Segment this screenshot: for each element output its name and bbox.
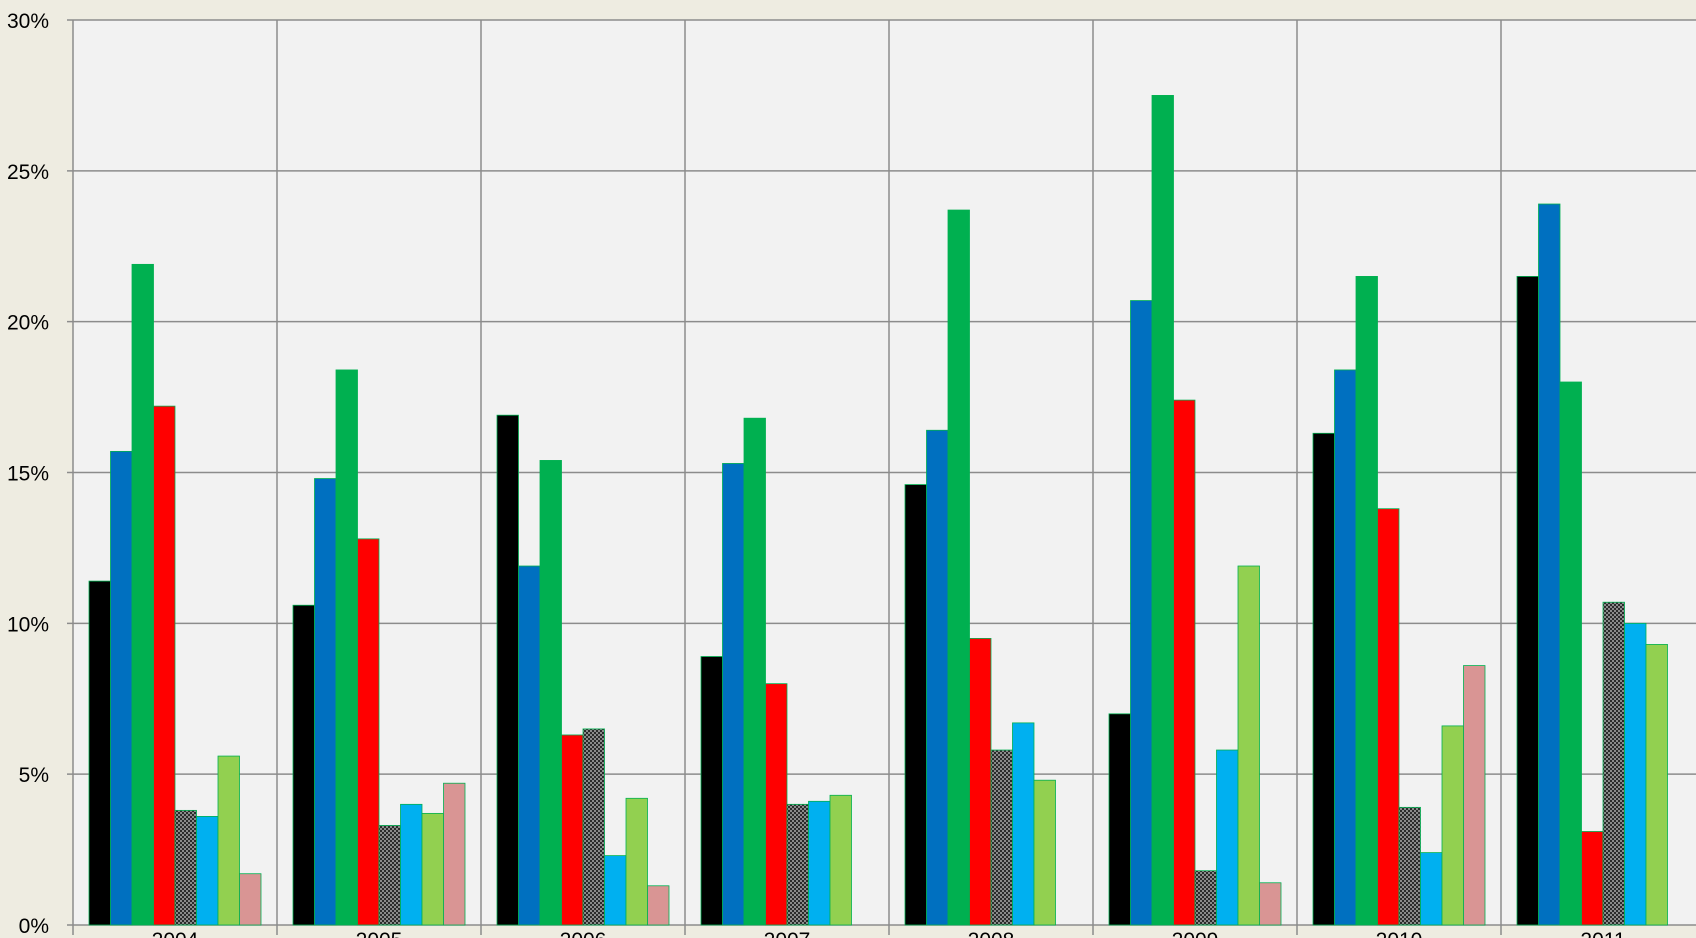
bar [808, 800, 831, 926]
bar [1033, 779, 1056, 926]
bar [561, 734, 584, 926]
bar [604, 855, 627, 926]
bar [1216, 749, 1239, 926]
x-tick-label: 2009 [1172, 929, 1219, 938]
bar [153, 405, 176, 926]
x-tick-label: 2011 [1580, 929, 1625, 938]
bar [314, 478, 337, 926]
bar [357, 538, 380, 926]
bar [1355, 276, 1378, 926]
x-tick-label: 2004 [152, 929, 199, 938]
bar [765, 683, 788, 926]
bar [1108, 713, 1131, 926]
bar [292, 604, 315, 926]
bar [217, 755, 240, 926]
bar [969, 638, 992, 926]
bar [239, 873, 262, 926]
bar [1559, 381, 1582, 926]
x-tick-label: 2005 [356, 929, 403, 938]
bar [1130, 300, 1153, 926]
bar [335, 369, 358, 926]
bar [1516, 276, 1539, 926]
bar [378, 825, 401, 926]
y-tick-label: 30% [7, 10, 49, 33]
bar [700, 656, 723, 926]
bar [1463, 665, 1486, 926]
bar [131, 263, 154, 926]
bars [88, 95, 1668, 926]
y-tick-label: 15% [7, 463, 49, 486]
bar [722, 463, 745, 926]
bar [647, 885, 670, 926]
bar [1581, 831, 1604, 926]
bar [1259, 882, 1282, 926]
bar [743, 417, 766, 926]
bar [518, 565, 541, 926]
bar [1151, 95, 1174, 926]
x-tick-label: 2010 [1376, 929, 1423, 938]
bar [625, 797, 648, 926]
bar [1012, 722, 1035, 926]
bar [1194, 870, 1217, 926]
y-tick-label: 20% [7, 312, 49, 335]
bar [1624, 622, 1647, 926]
bar [88, 580, 111, 926]
bar [1441, 725, 1464, 926]
bar [947, 209, 970, 926]
bar [1398, 806, 1421, 926]
bar [582, 728, 605, 926]
bar [829, 794, 852, 926]
bar [1538, 203, 1561, 926]
x-tick-label: 2007 [764, 929, 811, 938]
y-tick-label: 5% [19, 764, 49, 787]
bar [110, 450, 133, 926]
x-tick-label: 2006 [560, 929, 607, 938]
bar [1377, 508, 1400, 926]
bar [1237, 565, 1260, 926]
bar [1420, 852, 1443, 926]
bar [400, 803, 423, 926]
bar [443, 782, 466, 926]
x-tick-label: 2008 [968, 929, 1015, 938]
bar [539, 460, 562, 926]
y-tick-label: 25% [7, 161, 49, 184]
bar [1602, 601, 1625, 926]
bar [1312, 432, 1335, 926]
y-tick-label: 0% [19, 915, 49, 938]
bar [990, 749, 1013, 926]
bar [904, 484, 927, 926]
y-tick-label: 10% [7, 613, 49, 636]
bar [1645, 644, 1668, 926]
tick-labels: 0% 5% 10% 15% 20% 25% 30% 2004 2005 2006 2007 2008 2… [7, 10, 1626, 938]
bar [1334, 369, 1357, 926]
bar [196, 816, 219, 926]
bar [174, 809, 197, 926]
bar [421, 812, 444, 926]
bar [786, 803, 809, 926]
bar [496, 414, 519, 926]
bar [1173, 399, 1196, 926]
bar [926, 429, 949, 926]
